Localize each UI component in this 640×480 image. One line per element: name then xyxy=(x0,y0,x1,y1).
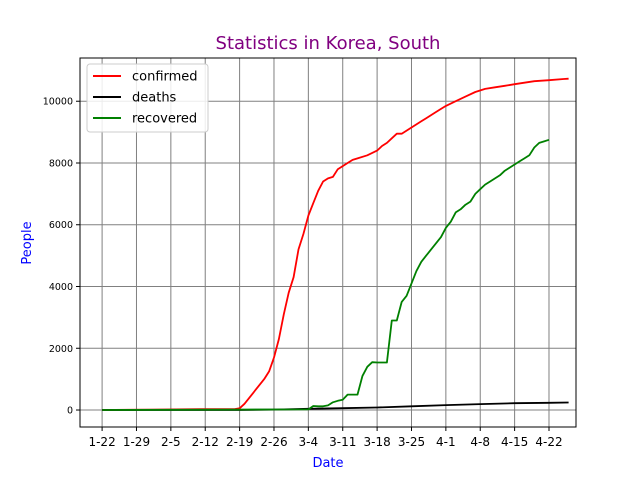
series-line-confirmed xyxy=(102,77,569,411)
x-tick-label: 2-5 xyxy=(161,435,181,449)
x-tick-label: 4-15 xyxy=(501,435,528,449)
x-tick-label: 2-26 xyxy=(260,435,287,449)
series-line-recovered xyxy=(102,138,550,411)
chart-title: Statistics in Korea, South xyxy=(216,33,441,54)
y-tick-label: 6000 xyxy=(49,220,73,231)
legend-label-recovered: recovered xyxy=(132,112,197,127)
y-axis-label: People xyxy=(20,221,35,264)
x-tick-label: 4-1 xyxy=(436,435,456,449)
y-tick-label: 10000 xyxy=(43,97,73,108)
x-tick-label: 1-22 xyxy=(88,435,115,449)
legend-box xyxy=(86,63,209,133)
legend: confirmed deaths recovered xyxy=(86,63,209,133)
legend-label-confirmed: confirmed xyxy=(132,70,198,85)
x-tick-label: 3-25 xyxy=(398,435,425,449)
y-axis-ticks: 0 2000 4000 6000 8000 10000 xyxy=(43,97,80,417)
x-tick-label: 2-19 xyxy=(226,435,253,449)
x-tick-label: 3-4 xyxy=(299,435,319,449)
x-tick-label: 3-18 xyxy=(363,435,390,449)
x-axis-ticks: 1-22 1-29 2-5 2-12 2-19 2-26 3-4 3-11 3-18 3-25 4-… xyxy=(88,427,563,449)
legend-label-deaths: deaths xyxy=(132,91,177,106)
x-tick-label: 3-11 xyxy=(329,435,356,449)
x-tick-label: 4-8 xyxy=(470,435,490,449)
plot-frame xyxy=(79,57,577,428)
y-tick-label: 0 xyxy=(67,406,73,417)
x-tick-label: 2-12 xyxy=(192,435,219,449)
x-tick-label: 1-29 xyxy=(123,435,150,449)
y-tick-label: 2000 xyxy=(49,344,73,355)
y-tick-label: 4000 xyxy=(49,282,73,293)
x-tick-label: 4-22 xyxy=(535,435,562,449)
y-tick-label: 8000 xyxy=(49,158,73,169)
series-layer xyxy=(102,77,569,411)
x-axis-label: Date xyxy=(312,456,343,471)
